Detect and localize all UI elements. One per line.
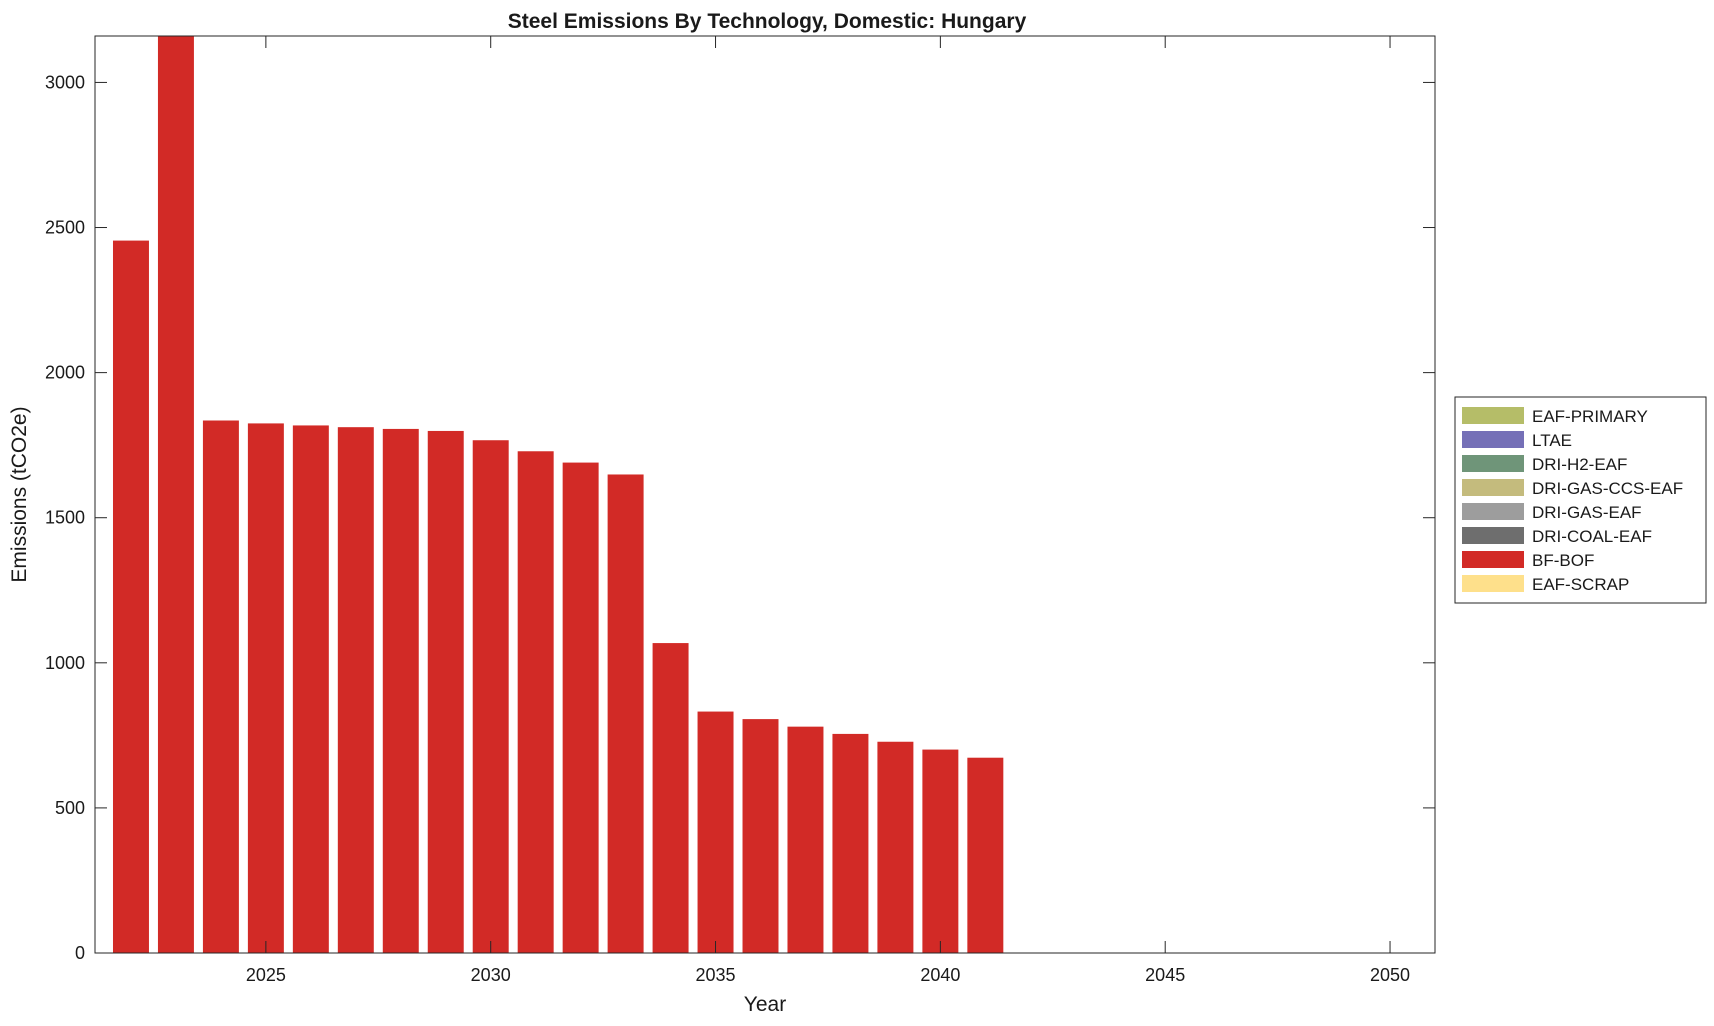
y-tick-label: 3000 <box>45 72 85 92</box>
legend-label-dri-coal-eaf: DRI-COAL-EAF <box>1532 527 1652 546</box>
bar-bf-bof-2030 <box>472 440 509 953</box>
bar-bf-bof-2039 <box>877 741 914 953</box>
ticks-layer: 2025 2030 2035 2040 2045 2050 0 500 1000 1500 2000… <box>45 36 1435 985</box>
y-tick-label: 0 <box>75 943 85 963</box>
y-tick-label: 1000 <box>45 653 85 673</box>
bar-bf-bof-2028 <box>382 428 419 953</box>
bar-bf-bof-2027 <box>337 427 374 953</box>
bar-bf-bof-2031 <box>517 451 554 953</box>
bar-bf-bof-2026 <box>292 425 329 953</box>
bar-bf-bof-2035 <box>697 711 734 953</box>
chart-title: Steel Emissions By Technology, Domestic:… <box>508 10 1027 33</box>
y-axis-label: Emissions (tCO2e) <box>8 406 31 582</box>
bar-bf-bof-2033 <box>607 474 644 953</box>
legend-items: EAF-PRIMARY LTAE DRI-H2-EAF DRI-GAS-CCS-EAF… <box>1462 407 1683 594</box>
legend-swatch-dri-gas-eaf <box>1462 503 1524 520</box>
legend-swatch-bf-bof <box>1462 551 1524 568</box>
y-tick-label: 2500 <box>45 218 85 238</box>
bar-bf-bof-2037 <box>787 726 824 953</box>
legend-label-ltae: LTAE <box>1532 431 1572 450</box>
bar-bf-bof-2040 <box>922 749 959 953</box>
legend-label-dri-h2-eaf: DRI-H2-EAF <box>1532 455 1627 474</box>
legend-swatch-dri-gas-ccs-eaf <box>1462 479 1524 496</box>
bar-bf-bof-2025 <box>247 423 284 953</box>
x-tick-label: 2050 <box>1370 965 1410 985</box>
x-tick-label: 2030 <box>471 965 511 985</box>
bar-bf-bof-2032 <box>562 462 599 953</box>
legend-label-dri-gas-ccs-eaf: DRI-GAS-CCS-EAF <box>1532 479 1683 498</box>
legend-swatch-dri-h2-eaf <box>1462 455 1524 472</box>
legend: EAF-PRIMARY LTAE DRI-H2-EAF DRI-GAS-CCS-EAF… <box>1454 396 1707 604</box>
legend-box <box>1454 396 1707 604</box>
legend-swatch-eaf-scrap <box>1462 575 1524 592</box>
bar-bf-bof-2023 <box>157 36 194 953</box>
y-tick-label: 500 <box>55 798 85 818</box>
legend-swatch-ltae <box>1462 431 1524 448</box>
legend-swatch-eaf-primary <box>1462 407 1524 424</box>
legend-label-dri-gas-eaf: DRI-GAS-EAF <box>1532 503 1642 522</box>
bar-bf-bof-2029 <box>427 430 464 953</box>
bar-bf-bof-2034 <box>652 643 689 953</box>
x-axis-label: Year <box>744 993 786 1016</box>
x-tick-label: 2035 <box>696 965 736 985</box>
bar-bf-bof-2022 <box>112 240 149 953</box>
x-tick-label: 2025 <box>246 965 286 985</box>
y-tick-label: 2000 <box>45 363 85 383</box>
plot-area-frame <box>94 35 1436 954</box>
x-tick-label: 2045 <box>1145 965 1185 985</box>
legend-label-eaf-scrap: EAF-SCRAP <box>1532 575 1629 594</box>
legend-swatch-dri-coal-eaf <box>1462 527 1524 544</box>
bar-bf-bof-2024 <box>202 420 239 953</box>
bar-bf-bof-2038 <box>832 733 869 953</box>
bar-bf-bof-2036 <box>742 719 779 953</box>
legend-label-eaf-primary: EAF-PRIMARY <box>1532 407 1648 426</box>
x-tick-label: 2040 <box>920 965 960 985</box>
y-tick-label: 1500 <box>45 508 85 528</box>
legend-label-bf-bof: BF-BOF <box>1532 551 1594 570</box>
bars-layer <box>112 36 1004 953</box>
bar-bf-bof-2041 <box>967 757 1004 953</box>
